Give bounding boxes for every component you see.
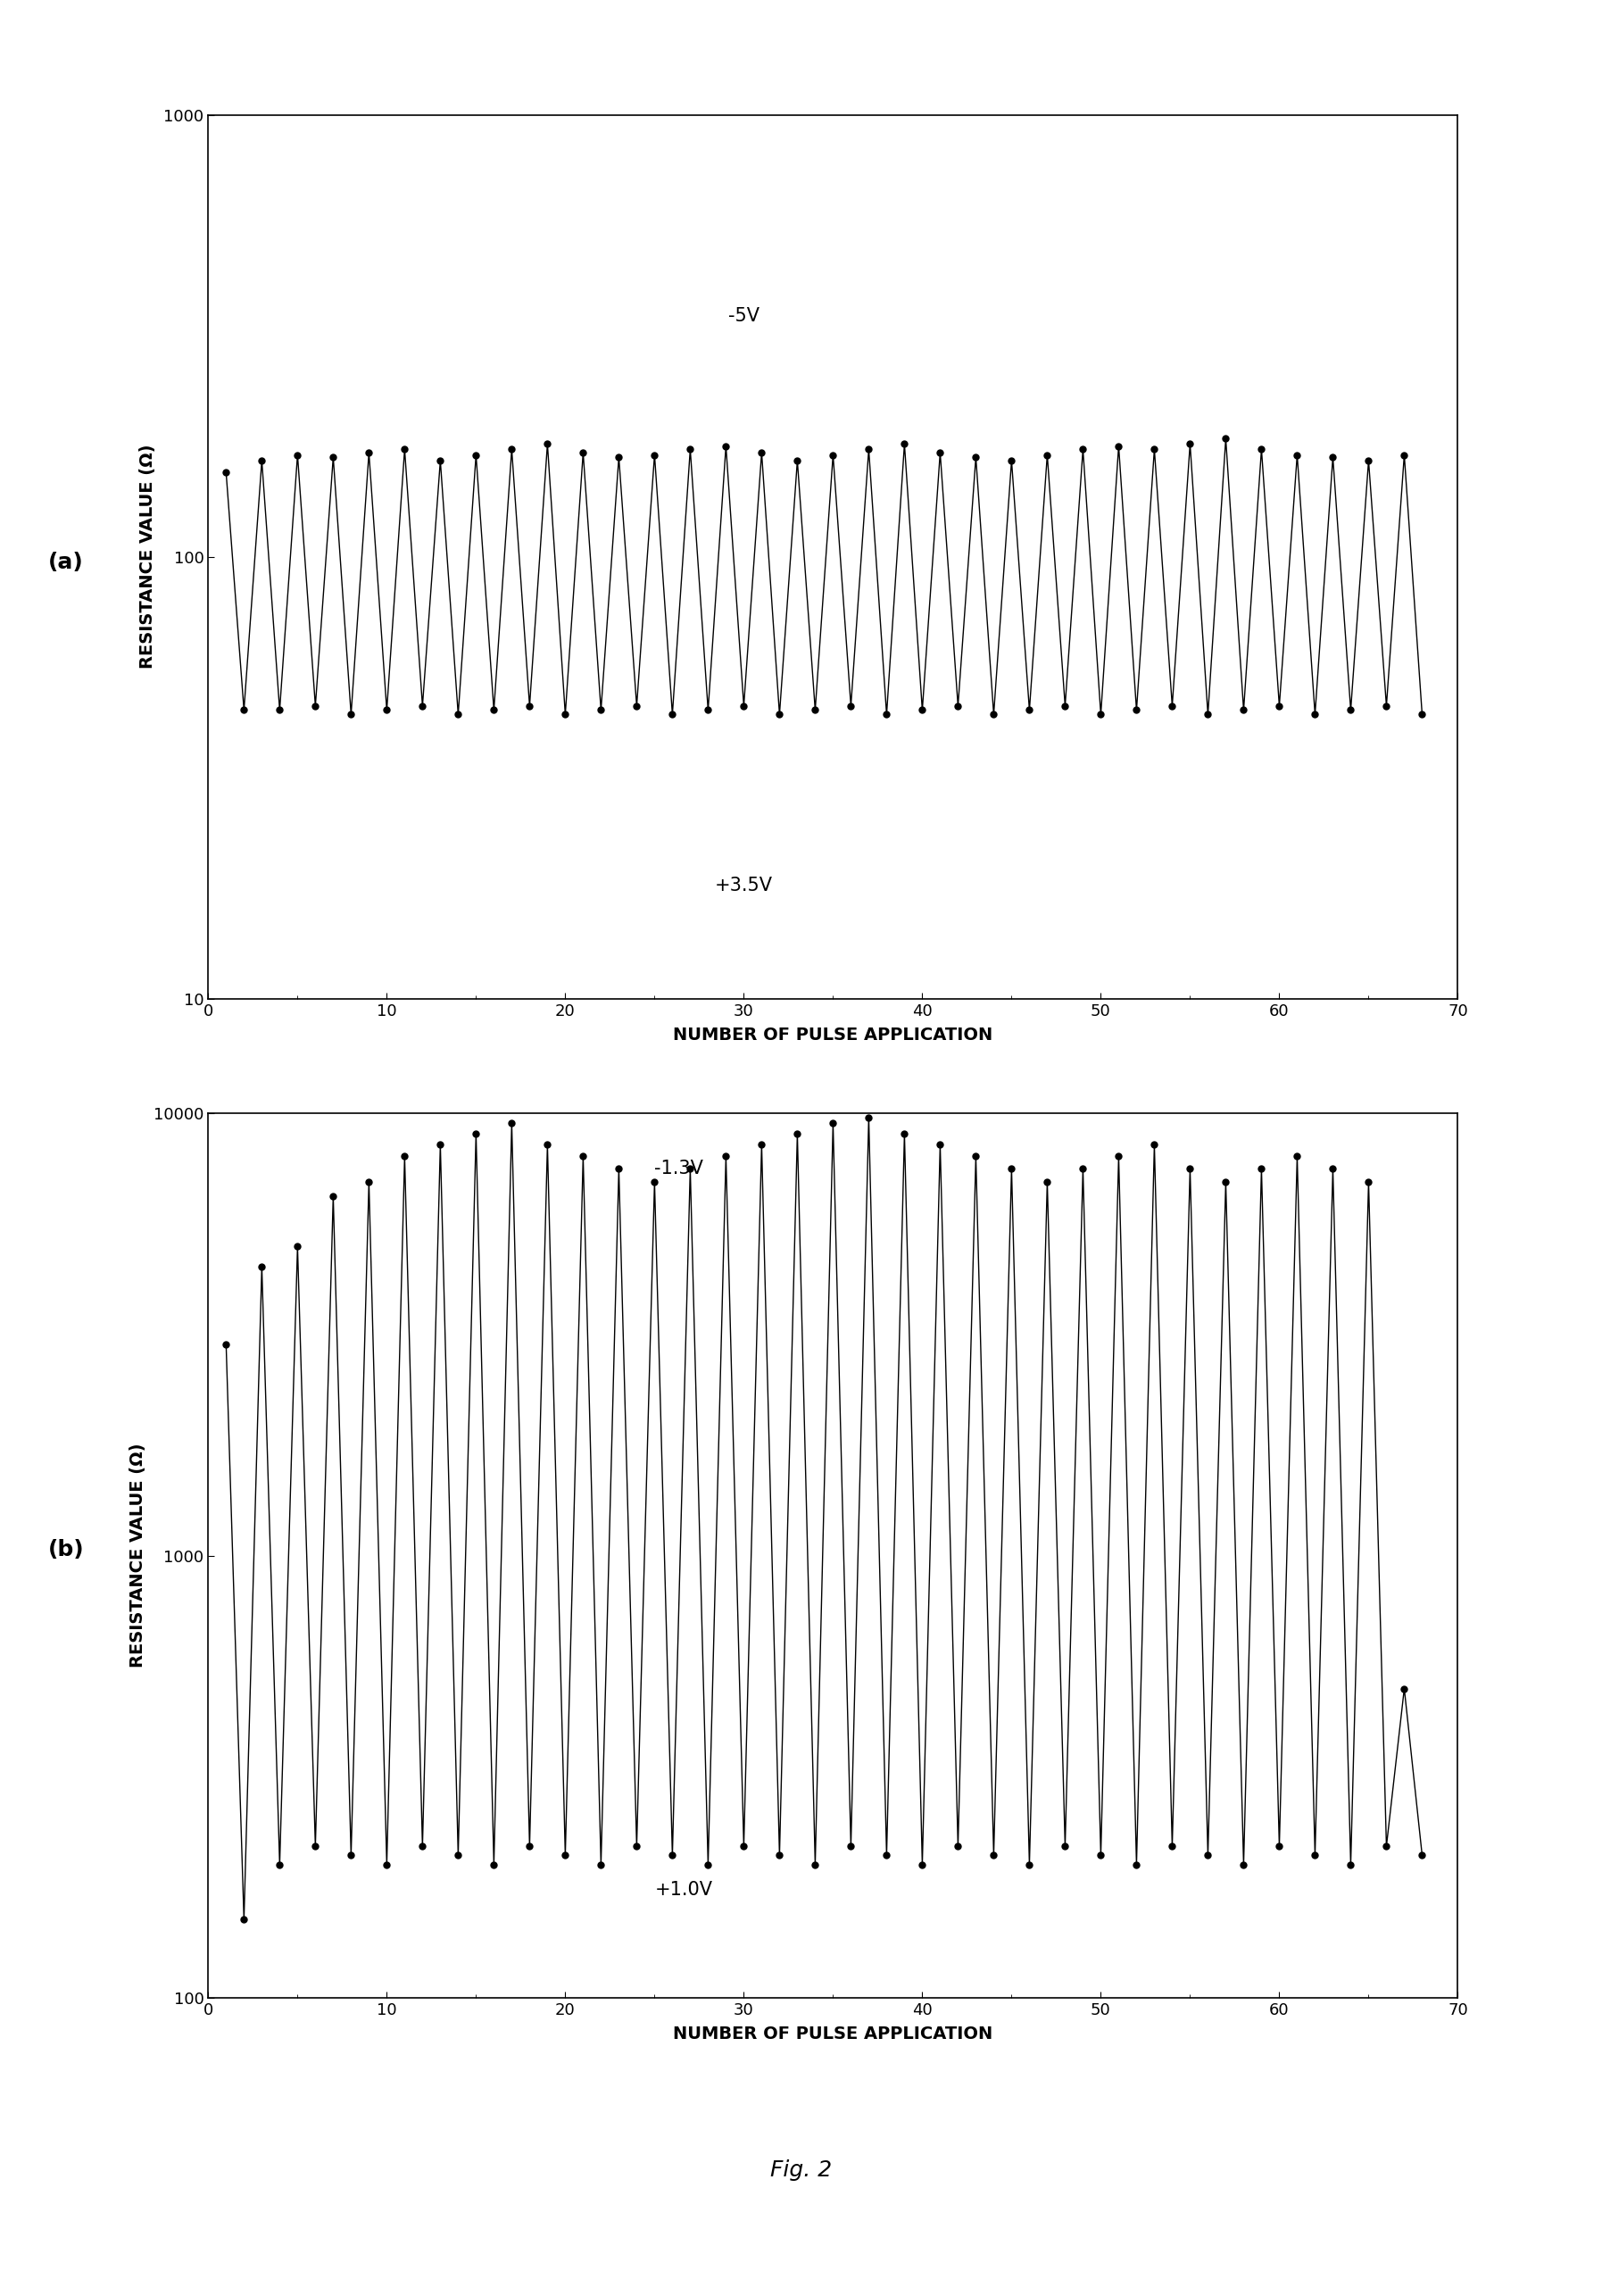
Text: -5V: -5V (729, 308, 759, 326)
Text: +3.5V: +3.5V (714, 877, 772, 895)
Y-axis label: RESISTANCE VALUE (Ω): RESISTANCE VALUE (Ω) (130, 1444, 146, 1667)
Text: Fig. 2: Fig. 2 (771, 2158, 831, 2181)
Text: -1.3V: -1.3V (655, 1159, 703, 1178)
Y-axis label: RESISTANCE VALUE (Ω): RESISTANCE VALUE (Ω) (139, 445, 157, 668)
Text: +1.0V: +1.0V (655, 1880, 713, 1899)
X-axis label: NUMBER OF PULSE APPLICATION: NUMBER OF PULSE APPLICATION (673, 2025, 993, 2043)
Text: (a): (a) (48, 551, 83, 574)
Text: (b): (b) (48, 1538, 85, 1561)
X-axis label: NUMBER OF PULSE APPLICATION: NUMBER OF PULSE APPLICATION (673, 1026, 993, 1045)
